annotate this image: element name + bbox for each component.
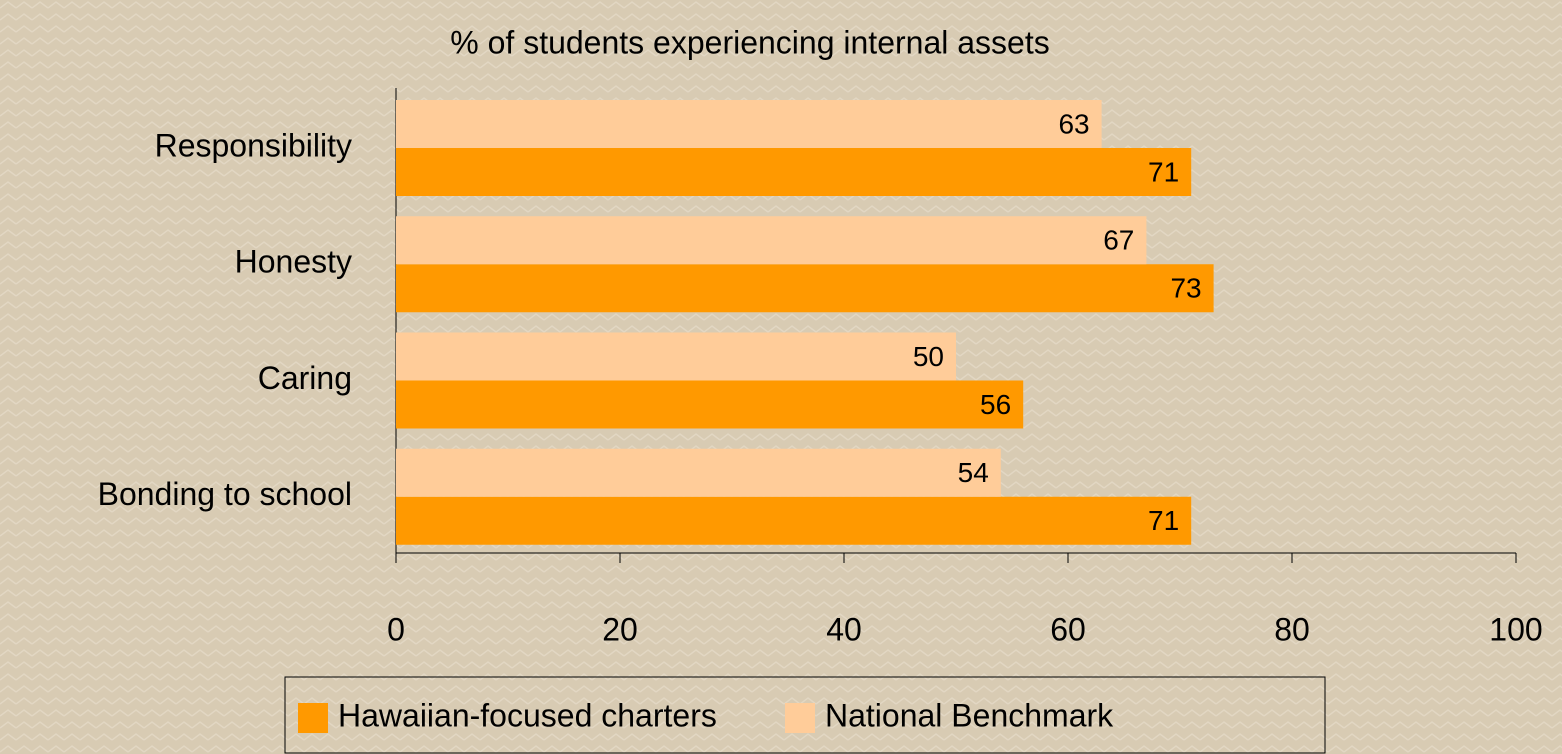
bar [396,448,1001,497]
x-tick-label: 100 [1489,611,1542,647]
x-tick-label: 80 [1274,611,1310,647]
bar [396,148,1192,196]
data-label: 71 [1148,505,1179,536]
chart-title: % of students experiencing internal asse… [450,24,1049,60]
data-label: 73 [1170,273,1201,304]
y-tick-label: Bonding to school [98,476,352,512]
x-tick-label: 40 [826,611,862,647]
legend-label: Hawaiian-focused charters [338,697,717,733]
y-tick-label: Responsibility [155,127,352,163]
bar [396,264,1214,313]
x-tick-label: 20 [602,611,638,647]
bar [396,216,1147,265]
bar [396,332,956,381]
x-tick-label: 0 [387,611,405,647]
legend-box [284,676,1326,754]
data-label: 50 [913,341,944,372]
legend-swatch [785,703,815,733]
data-label: 63 [1058,108,1089,139]
y-tick-label: Honesty [235,244,352,280]
bar [396,496,1192,545]
bar [396,380,1024,429]
legend-swatch [298,703,328,733]
x-tick-label: 60 [1050,611,1086,647]
bar [396,100,1102,148]
y-tick-label: Caring [258,360,352,396]
data-label: 56 [980,389,1011,420]
legend-label: National Benchmark [825,697,1114,733]
data-label: 54 [958,457,989,488]
data-label: 71 [1148,156,1179,187]
data-label: 67 [1103,225,1134,256]
